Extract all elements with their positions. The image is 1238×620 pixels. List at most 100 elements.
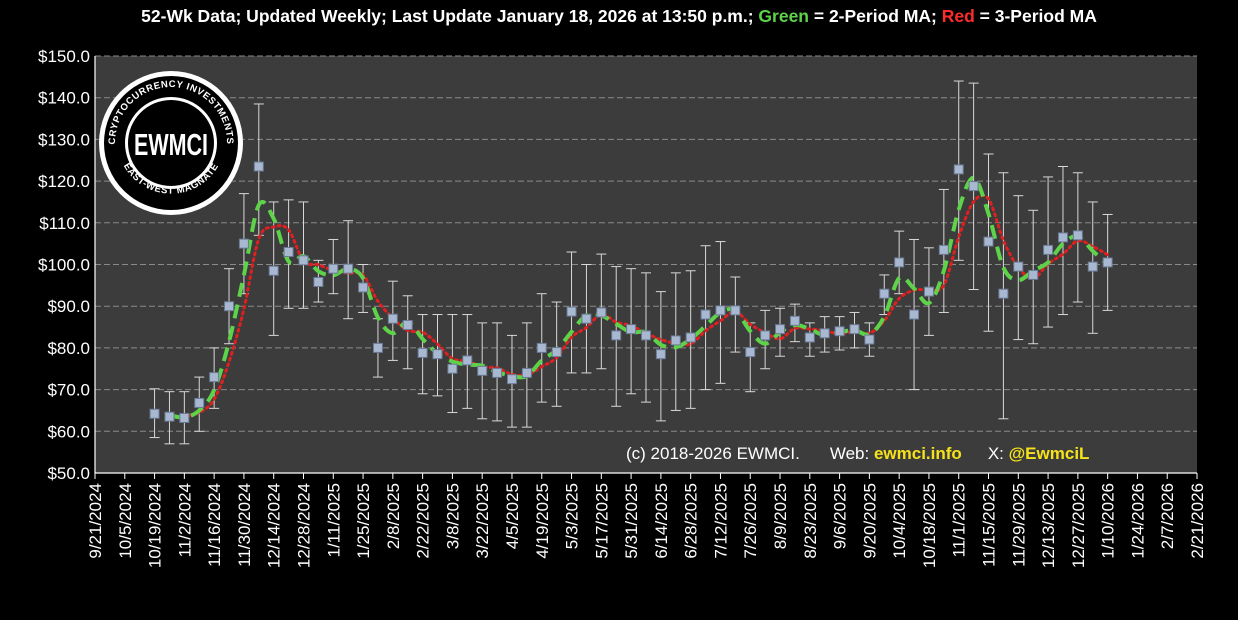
x-tick-label: 7/12/2025 [711,483,730,559]
x-tick-label: 11/29/2025 [1009,483,1028,567]
x-tick-label: 5/31/2025 [622,483,641,559]
price-marker [700,309,711,320]
price-marker [506,374,517,385]
price-marker [655,349,666,360]
price-marker [253,161,264,172]
price-marker [1102,257,1113,268]
x-tick-label: 1/25/2025 [354,483,373,559]
x-tick-label: 12/14/2024 [265,483,284,568]
web-label: Web: [829,444,870,463]
y-tick-label: $130.0 [38,130,90,149]
x-tick-label: 2/21/2026 [1188,483,1207,559]
y-tick-label: $60.0 [47,422,90,441]
price-marker [938,244,949,255]
y-axis-labels: $50.0 $60.0 $70.0 $80.0 $90.0 $100.0 $110.0 $12… [38,47,90,483]
x-tick-label: 8/9/2025 [771,483,790,549]
x-tick-label: 2/8/2025 [384,483,403,549]
x-tick-label: 1/24/2026 [1128,483,1147,559]
price-marker [164,411,175,422]
price-marker [596,307,607,318]
price-marker [745,347,756,358]
price-marker [224,301,235,312]
x-tick-label: 8/23/2025 [801,483,820,559]
x-tick-label: 9/21/2024 [86,483,105,559]
price-marker [179,412,190,423]
svg-text:EWMCI: EWMCI [134,127,208,162]
price-marker [194,397,205,408]
x-tick-label: 12/28/2024 [294,483,313,568]
x-tick-label: 5/17/2025 [592,483,611,559]
x-tick-label: 6/28/2025 [682,483,701,559]
price-marker [328,263,339,274]
copyright-text: (c) 2018-2026 EWMCI. [626,444,800,463]
price-marker [864,334,875,345]
error-bar [402,295,413,370]
x-tick-label: 6/14/2025 [652,483,671,559]
price-marker [432,349,443,360]
chart-title: 52-Wk Data; Updated Weekly; Last Update … [141,6,1097,26]
price-marker [551,347,562,358]
y-tick-label: $50.0 [47,464,90,483]
price-marker [894,257,905,268]
price-marker [1072,230,1083,241]
x-tick-label: 2/7/2026 [1158,483,1177,549]
x-tick-label: 12/13/2025 [1039,483,1058,568]
x-label: X: [987,444,1004,463]
x-tick-label: 11/2/2024 [175,483,194,557]
price-marker [804,332,815,343]
price-marker [283,246,294,257]
price-marker [879,288,890,299]
price-marker [849,324,860,335]
price-marker [492,367,503,378]
x-tick-label: 3/22/2025 [473,483,492,559]
ewmci-logo: CRYPTOCURRENCY INVESTMENTS EAST-WEST MAG… [96,68,246,223]
y-tick-label: $80.0 [47,339,90,358]
x-tick-label: 5/3/2025 [563,483,582,549]
x-tick-label: 9/6/2025 [831,483,850,549]
price-marker [775,324,786,335]
price-marker [521,367,532,378]
price-marker [1028,269,1039,280]
x-tick-label: 9/20/2025 [860,483,879,559]
price-marker [536,342,547,353]
price-marker [715,305,726,316]
x-axis-labels: 9/21/2024 10/5/2024 10/19/2024 11/2/2024 11/… [86,473,1207,568]
price-marker [402,319,413,330]
price-marker [641,330,651,341]
price-marker [313,277,324,288]
price-marker [149,408,160,419]
chart-footer: (c) 2018-2026 EWMCI. Web: ewmci.info X: @E… [626,444,1089,464]
web-link[interactable]: ewmci.info [873,444,962,463]
price-marker [611,330,622,341]
x-tick-label: 10/5/2024 [116,483,135,559]
x-tick-label: 4/19/2025 [533,483,552,559]
price-marker [909,309,920,320]
price-marker [358,282,369,293]
price-marker [953,164,964,175]
price-marker [566,306,577,317]
y-tick-label: $100.0 [38,256,90,275]
price-marker [209,372,220,383]
price-marker [968,181,979,192]
x-tick-label: 1/10/2026 [1099,483,1118,559]
price-marker [343,263,354,274]
price-marker [670,335,681,346]
price-marker [417,347,428,358]
x-tick-label: 2/22/2025 [414,483,433,559]
price-marker [626,324,637,335]
price-marker [268,265,279,276]
price-marker [685,332,696,343]
price-marker [298,255,309,266]
x-handle-link[interactable]: @EwmciL [1008,444,1090,463]
price-marker [1087,261,1098,272]
y-tick-label: $110.0 [39,214,90,233]
price-marker [447,363,458,374]
x-tick-label: 11/30/2024 [235,483,254,567]
x-tick-label: 3/8/2025 [443,483,462,549]
x-tick-label: 1/11/2025 [324,483,343,557]
x-tick-label: 10/18/2025 [920,483,939,568]
price-marker [760,330,771,341]
price-marker [372,342,383,353]
price-marker [238,238,249,249]
